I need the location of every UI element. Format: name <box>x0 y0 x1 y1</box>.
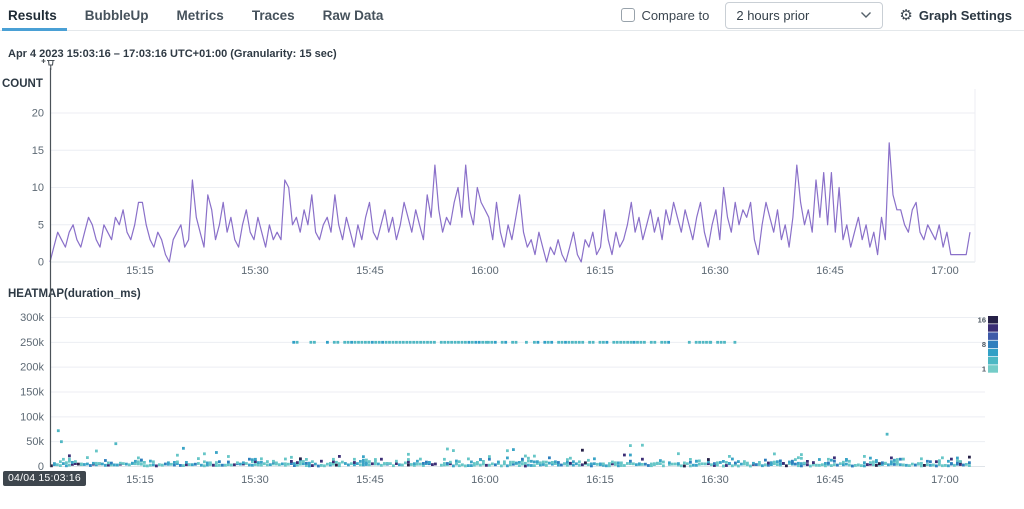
tick-label: 16:30 <box>701 474 729 486</box>
tab-metrics[interactable]: Metrics <box>176 7 224 23</box>
graph-controls: Compare to 2 hours prior ⚙ Graph Setting… <box>621 1 1012 29</box>
tick-label: 15:30 <box>241 474 269 486</box>
time-range-header: Apr 4 2023 15:03:16 – 17:03:16 UTC+01:00… <box>8 48 337 60</box>
tick-label: 15 <box>32 145 44 157</box>
heatmap-chart-title: HEATMAP(duration_ms) <box>8 288 141 300</box>
tick-label: 1 <box>982 365 986 374</box>
tick-label: 16:15 <box>586 265 614 277</box>
tick-label: 20 <box>32 108 44 120</box>
heatmap-dots <box>50 340 971 468</box>
compare-window-select[interactable]: 2 hours prior <box>725 1 884 29</box>
gear-icon: ⚙ <box>899 5 913 24</box>
pin-icon[interactable] <box>39 57 57 71</box>
tick-label: 50k <box>26 436 44 448</box>
tab-traces[interactable]: Traces <box>251 7 295 23</box>
legend-swatch <box>988 332 998 340</box>
tab-raw-data[interactable]: Raw Data <box>322 7 384 23</box>
tick-label: 10 <box>32 182 44 194</box>
legend-swatch <box>988 340 998 349</box>
tick-label: 16:15 <box>586 474 614 486</box>
tick-label: 16 <box>978 316 986 325</box>
legend-swatch <box>988 365 998 373</box>
tick-label: 17:00 <box>931 474 959 486</box>
tick-label: 17:00 <box>931 265 959 277</box>
compare-to-label: Compare to <box>641 7 710 23</box>
tick-label: 250k <box>20 337 44 349</box>
tab-results[interactable]: Results <box>2 0 67 31</box>
tick-label: 16:45 <box>816 265 844 277</box>
tick-label: 16:45 <box>816 474 844 486</box>
compare-window-value: 2 hours prior <box>736 7 810 23</box>
tick-label: 15:15 <box>126 474 154 486</box>
legend-swatch <box>988 348 998 357</box>
tick-label: 16:30 <box>701 265 729 277</box>
tick-label: 15:30 <box>241 265 269 277</box>
tick-label: 16:00 <box>471 474 499 486</box>
tick-label: 0 <box>38 257 44 269</box>
legend-swatch <box>988 357 998 365</box>
tick-label: 15:45 <box>356 474 384 486</box>
count-chart-title: COUNT <box>2 78 43 90</box>
tick-label: 300k <box>20 312 44 324</box>
compare-to-checkbox[interactable] <box>621 8 636 22</box>
tick-label: 8 <box>982 340 986 349</box>
tick-label: 15:45 <box>356 265 384 277</box>
results-tabs: Results BubbleUp Metrics Traces Raw Data <box>2 0 384 31</box>
tick-label: 100k <box>20 411 44 423</box>
tick-label: 0 <box>38 461 44 473</box>
count-line <box>49 142 971 263</box>
legend-swatch <box>988 324 998 332</box>
pinned-time-badge[interactable]: 04/04 15:03:16 <box>3 471 86 486</box>
results-nav-bar: Results BubbleUp Metrics Traces Raw Data… <box>0 0 1024 31</box>
tick-label: 150k <box>20 387 44 399</box>
tab-bubbleup[interactable]: BubbleUp <box>84 7 149 23</box>
legend-swatch <box>988 316 998 324</box>
tick-label: 15:15 <box>126 265 154 277</box>
chevron-down-icon <box>861 12 872 18</box>
compare-to-control: Compare to <box>621 8 709 23</box>
tick-label: 16:00 <box>471 265 499 277</box>
graph-settings-button[interactable]: ⚙ Graph Settings <box>899 5 1012 24</box>
graph-settings-label: Graph Settings <box>918 7 1012 23</box>
tick-label: 5 <box>38 219 44 231</box>
tick-label: 200k <box>20 362 44 374</box>
